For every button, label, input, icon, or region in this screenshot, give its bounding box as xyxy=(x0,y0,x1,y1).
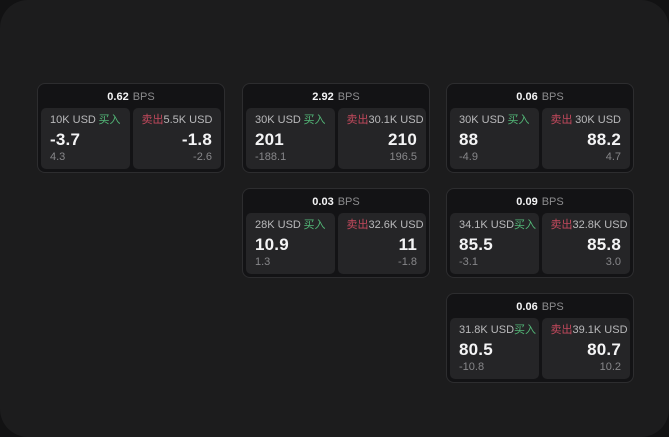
quote-card: 0.62 BPS 10K USD 买入 -3.7 4.3 卖出 5.5K USD… xyxy=(37,83,225,173)
card-body: 30K USD 买入 201 -188.1 卖出 30.1K USD 210 1… xyxy=(246,108,426,169)
buy-amount: 10K USD xyxy=(50,114,96,126)
sell-label: 卖出 xyxy=(346,114,369,126)
buy-price: -3.7 xyxy=(50,129,81,149)
buy-tile[interactable]: 10K USD 买入 -3.7 4.3 xyxy=(41,108,130,169)
bps-value: 0.09 xyxy=(516,196,538,208)
sell-amount: 30.1K USD xyxy=(368,114,424,126)
buy-change: -4.9 xyxy=(459,151,478,163)
buy-amount: 34.1K USD xyxy=(459,219,515,231)
sell-change: -1.8 xyxy=(398,256,417,268)
buy-tile[interactable]: 30K USD 买入 88 -4.9 xyxy=(450,108,539,169)
sell-label: 卖出 xyxy=(550,114,573,126)
buy-label: 买入 xyxy=(303,219,326,231)
buy-tile[interactable]: 34.1K USD 买入 85.5 -3.1 xyxy=(450,213,539,274)
buy-change: -10.8 xyxy=(459,361,485,373)
sell-amount: 5.5K USD xyxy=(163,114,213,126)
sell-change: -2.6 xyxy=(193,151,212,163)
quote-card: 0.06 BPS 31.8K USD 买入 80.5 -10.8 卖出 39.1… xyxy=(446,293,634,383)
bps-unit-label: BPS xyxy=(541,301,564,313)
sell-tile[interactable]: 卖出 30K USD 88.2 4.7 xyxy=(541,108,630,169)
card-header: 0.03 BPS xyxy=(246,192,426,213)
buy-label: 买入 xyxy=(514,219,537,231)
buy-change: -3.1 xyxy=(459,256,478,268)
buy-tile[interactable]: 30K USD 买入 201 -188.1 xyxy=(246,108,335,169)
sell-change: 10.2 xyxy=(599,361,621,373)
card-header: 0.09 BPS xyxy=(450,192,630,213)
sell-tile[interactable]: 卖出 32.6K USD 11 -1.8 xyxy=(337,213,426,274)
sell-amount: 30K USD xyxy=(575,114,621,126)
sell-price: 11 xyxy=(398,234,417,254)
sell-tile[interactable]: 卖出 39.1K USD 80.7 10.2 xyxy=(541,318,630,379)
buy-label: 买入 xyxy=(98,114,121,126)
sell-tile[interactable]: 卖出 30.1K USD 210 196.5 xyxy=(337,108,426,169)
buy-tile[interactable]: 28K USD 买入 10.9 1.3 xyxy=(246,213,335,274)
bps-unit-label: BPS xyxy=(337,91,360,103)
sell-amount: 32.6K USD xyxy=(368,219,424,231)
bps-value: 0.62 xyxy=(107,91,129,103)
sell-label: 卖出 xyxy=(550,219,573,231)
buy-price: 88 xyxy=(459,129,479,149)
sell-price: 80.7 xyxy=(587,339,621,359)
sell-label: 卖出 xyxy=(346,219,369,231)
buy-price: 10.9 xyxy=(255,234,289,254)
buy-amount: 28K USD xyxy=(255,219,301,231)
sell-tile[interactable]: 卖出 5.5K USD -1.8 -2.6 xyxy=(132,108,221,169)
buy-label: 买入 xyxy=(507,114,530,126)
sell-label: 卖出 xyxy=(141,114,164,126)
bps-unit-label: BPS xyxy=(132,91,155,103)
bps-value: 0.06 xyxy=(516,91,538,103)
sell-amount: 32.8K USD xyxy=(572,219,628,231)
quote-card: 0.09 BPS 34.1K USD 买入 85.5 -3.1 卖出 32.8K… xyxy=(446,188,634,278)
buy-amount: 31.8K USD xyxy=(459,324,515,336)
bps-unit-label: BPS xyxy=(337,196,360,208)
buy-change: 1.3 xyxy=(255,256,271,268)
bps-unit-label: BPS xyxy=(541,91,564,103)
quote-card: 0.03 BPS 28K USD 买入 10.9 1.3 卖出 32.6K US… xyxy=(242,188,430,278)
sell-change: 4.7 xyxy=(605,151,621,163)
card-body: 34.1K USD 买入 85.5 -3.1 卖出 32.8K USD 85.8… xyxy=(450,213,630,274)
sell-label: 卖出 xyxy=(550,324,573,336)
card-header: 2.92 BPS xyxy=(246,87,426,108)
card-body: 31.8K USD 买入 80.5 -10.8 卖出 39.1K USD 80.… xyxy=(450,318,630,379)
buy-price: 201 xyxy=(255,129,284,149)
card-header: 0.06 BPS xyxy=(450,87,630,108)
buy-price: 80.5 xyxy=(459,339,493,359)
quote-card: 0.06 BPS 30K USD 买入 88 -4.9 卖出 30K USD 8… xyxy=(446,83,634,173)
sell-price: 85.8 xyxy=(587,234,621,254)
sell-tile[interactable]: 卖出 32.8K USD 85.8 3.0 xyxy=(541,213,630,274)
buy-change: 4.3 xyxy=(50,151,66,163)
buy-price: 85.5 xyxy=(459,234,493,254)
quote-card: 2.92 BPS 30K USD 买入 201 -188.1 卖出 30.1K … xyxy=(242,83,430,173)
card-body: 30K USD 买入 88 -4.9 卖出 30K USD 88.2 4.7 xyxy=(450,108,630,169)
sell-change: 196.5 xyxy=(389,151,417,163)
card-header: 0.62 BPS xyxy=(41,87,221,108)
card-body: 28K USD 买入 10.9 1.3 卖出 32.6K USD 11 -1.8 xyxy=(246,213,426,274)
buy-label: 买入 xyxy=(514,324,537,336)
buy-label: 买入 xyxy=(303,114,326,126)
sell-change: 3.0 xyxy=(605,256,621,268)
buy-change: -188.1 xyxy=(255,151,287,163)
bps-value: 0.03 xyxy=(312,196,334,208)
sell-price: 88.2 xyxy=(587,129,621,149)
card-header: 0.06 BPS xyxy=(450,297,630,318)
buy-amount: 30K USD xyxy=(255,114,301,126)
sell-amount: 39.1K USD xyxy=(572,324,628,336)
buy-tile[interactable]: 31.8K USD 买入 80.5 -10.8 xyxy=(450,318,539,379)
bps-value: 2.92 xyxy=(312,91,334,103)
bps-value: 0.06 xyxy=(516,301,538,313)
card-body: 10K USD 买入 -3.7 4.3 卖出 5.5K USD -1.8 -2.… xyxy=(41,108,221,169)
sell-price: 210 xyxy=(388,129,417,149)
sell-price: -1.8 xyxy=(181,129,212,149)
bps-unit-label: BPS xyxy=(541,196,564,208)
buy-amount: 30K USD xyxy=(459,114,505,126)
